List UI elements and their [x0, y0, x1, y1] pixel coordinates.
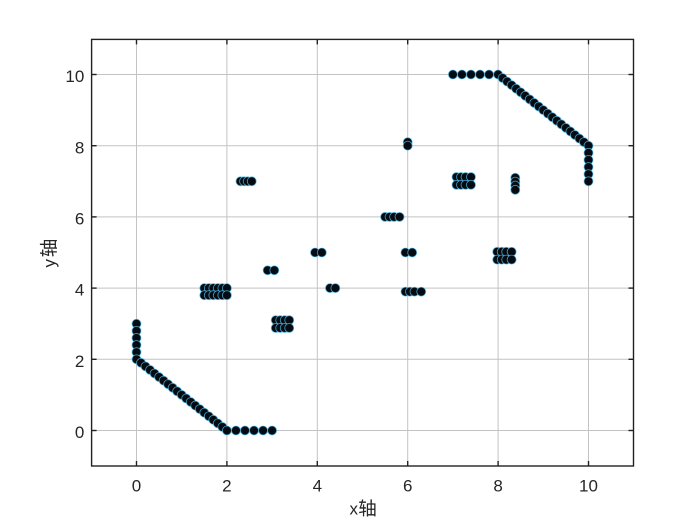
svg-text:0: 0 [75, 423, 84, 442]
svg-text:2: 2 [222, 476, 231, 495]
svg-text:8: 8 [75, 138, 84, 157]
svg-text:0: 0 [132, 476, 141, 495]
svg-text:8: 8 [493, 476, 502, 495]
svg-text:y: y [40, 259, 59, 268]
svg-text:x: x [350, 500, 359, 519]
svg-text:4: 4 [75, 281, 84, 300]
svg-text:4: 4 [313, 476, 322, 495]
svg-text:6: 6 [75, 210, 84, 229]
svg-text:10: 10 [65, 67, 84, 86]
svg-text:10: 10 [579, 476, 598, 495]
svg-text:2: 2 [75, 352, 84, 371]
svg-text:6: 6 [403, 476, 412, 495]
